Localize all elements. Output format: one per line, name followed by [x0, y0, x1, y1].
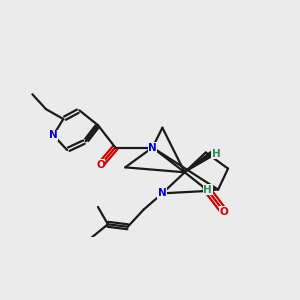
Text: H: H [212, 149, 221, 159]
Polygon shape [203, 187, 218, 192]
Text: H: H [203, 184, 212, 195]
Polygon shape [185, 152, 213, 172]
Text: N: N [148, 142, 157, 152]
Text: N: N [158, 188, 167, 198]
Text: N: N [49, 130, 58, 140]
Text: O: O [96, 160, 105, 170]
Text: O: O [220, 207, 229, 217]
